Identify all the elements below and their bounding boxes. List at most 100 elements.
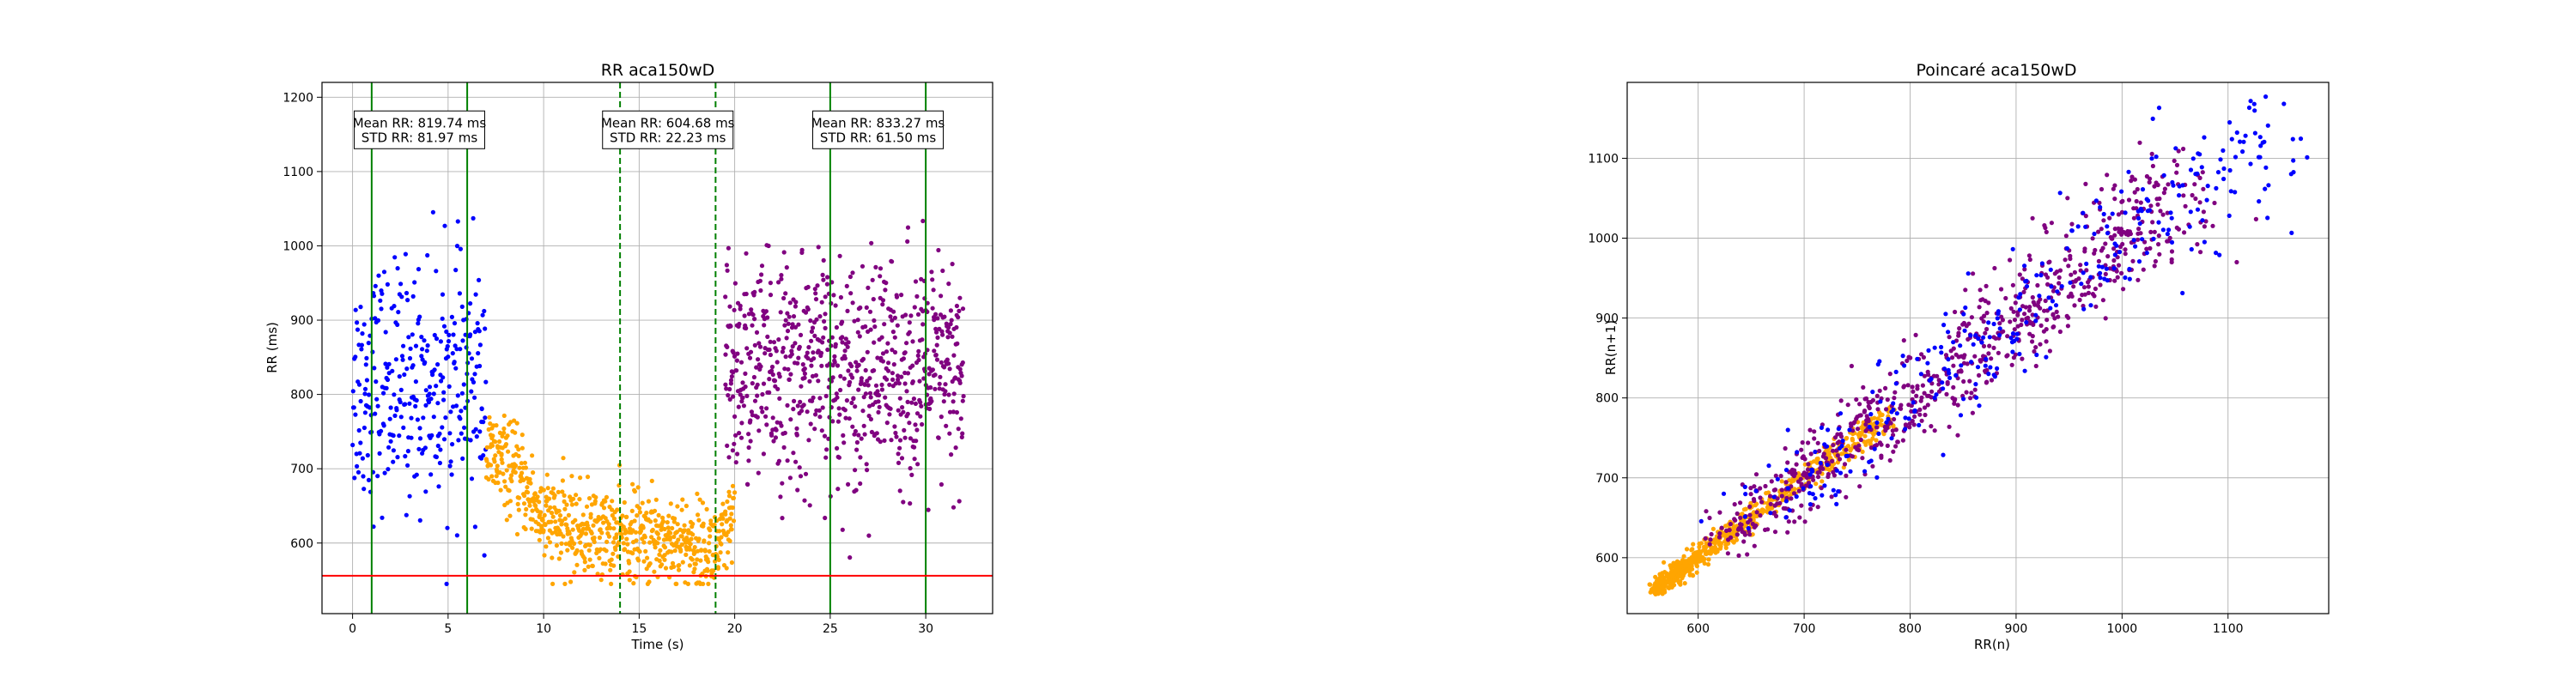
rr-point-series-0 (422, 360, 428, 365)
poincare-point-series-1 (2152, 184, 2157, 189)
poincare-point-series-1 (1704, 509, 1709, 514)
poincare-point-series-1 (1708, 537, 1713, 542)
rr-point-series-0 (440, 316, 445, 321)
poincare-point-series-0 (1811, 459, 1816, 464)
poincare-point-series-2 (2145, 209, 2150, 214)
rr-point-series-2 (896, 451, 901, 457)
rr-point-series-0 (451, 332, 456, 337)
poincare-point-series-2 (1833, 493, 1838, 498)
rr-point-series-1 (680, 560, 685, 565)
rr-point-series-2 (752, 317, 757, 322)
rr-point-series-2 (728, 378, 734, 383)
rr-point-series-1 (484, 458, 489, 463)
rr-point-series-2 (912, 445, 917, 450)
poincare-point-series-2 (2111, 266, 2117, 271)
rr-point-series-2 (908, 501, 913, 506)
rr-point-series-1 (493, 453, 498, 458)
poincare-point-series-1 (2138, 200, 2143, 205)
poincare-point-series-2 (1819, 425, 1824, 430)
rr-point-series-0 (379, 306, 384, 312)
rr-point-series-1 (610, 512, 615, 518)
rr-point-series-2 (893, 381, 898, 386)
poincare-y-tick-label: 900 (1595, 312, 1619, 326)
poincare-point-series-1 (1911, 422, 1917, 427)
rr-point-series-1 (659, 562, 665, 567)
rr-point-series-2 (748, 349, 754, 354)
rr-point-series-2 (907, 330, 912, 335)
poincare-point-series-2 (2079, 281, 2084, 287)
rr-point-series-0 (380, 291, 385, 296)
rr-point-series-2 (726, 393, 731, 398)
poincare-point-series-1 (1763, 527, 1768, 533)
rr-point-series-1 (537, 537, 542, 542)
poincare-point-series-1 (1851, 421, 1856, 426)
poincare-point-series-1 (1936, 378, 1941, 383)
poincare-point-series-1 (1950, 355, 1955, 360)
rr-point-series-0 (375, 403, 380, 409)
rr-point-series-2 (741, 403, 747, 409)
rr-point-series-2 (817, 314, 823, 319)
poincare-point-series-1 (1986, 351, 1991, 356)
rr-point-series-0 (414, 472, 419, 477)
poincare-point-series-1 (1745, 552, 1750, 557)
rr-point-series-2 (802, 375, 807, 380)
poincare-point-series-0 (1655, 578, 1660, 584)
poincare-point-series-2 (1834, 501, 1839, 507)
rr-point-series-1 (605, 539, 610, 545)
rr-point-series-1 (521, 477, 526, 483)
rr-point-series-2 (951, 353, 957, 358)
poincare-point-series-2 (2105, 231, 2111, 236)
poincare-point-series-2 (1862, 469, 1868, 474)
rr-point-series-0 (422, 338, 427, 343)
rr-point-series-2 (895, 323, 900, 328)
poincare-point-series-2 (1867, 424, 1872, 429)
rr-point-series-2 (876, 399, 881, 404)
rr-point-series-0 (426, 400, 432, 405)
rr-point-series-2 (901, 409, 906, 415)
poincare-point-series-2 (2024, 284, 2030, 289)
rr-point-series-0 (437, 460, 442, 466)
poincare-point-series-1 (1923, 412, 1928, 418)
poincare-point-series-2 (1915, 356, 1920, 361)
rr-point-series-2 (860, 356, 866, 361)
rr-point-series-1 (538, 510, 544, 515)
poincare-point-series-1 (1823, 456, 1829, 461)
rr-point-series-2 (868, 327, 873, 332)
rr-point-series-0 (380, 515, 385, 520)
rr-point-series-0 (444, 329, 449, 335)
poincare-point-series-1 (1783, 445, 1788, 451)
poincare-point-series-2 (1891, 401, 1896, 406)
rr-point-series-2 (940, 332, 945, 337)
rr-point-series-1 (638, 529, 644, 534)
poincare-point-series-1 (2167, 235, 2172, 240)
rr-point-series-1 (697, 497, 702, 502)
rr-point-series-2 (883, 395, 888, 400)
poincare-point-series-2 (2227, 213, 2232, 218)
rr-point-series-2 (914, 411, 920, 416)
poincare-point-series-0 (1870, 436, 1875, 441)
rr-point-series-1 (729, 560, 735, 566)
rr-point-series-1 (660, 515, 665, 521)
rr-point-series-2 (847, 416, 852, 421)
poincare-point-series-1 (2083, 181, 2088, 186)
rr-point-series-1 (633, 530, 639, 535)
rr-point-series-0 (402, 372, 407, 378)
poincare-point-series-1 (2157, 196, 2162, 202)
poincare-point-series-1 (1800, 440, 1805, 445)
poincare-point-series-2 (2034, 352, 2039, 358)
poincare-point-series-2 (2053, 303, 2059, 308)
poincare-point-series-1 (1747, 532, 1753, 537)
rr-point-series-1 (561, 456, 566, 461)
rr-point-series-2 (902, 435, 908, 440)
poincare-point-series-1 (1703, 536, 1708, 542)
rr-point-series-2 (744, 325, 749, 331)
rr-point-series-0 (455, 219, 460, 224)
rr-point-series-2 (732, 281, 738, 286)
poincare-point-series-2 (2199, 165, 2204, 170)
rr-point-series-2 (795, 360, 800, 366)
rr-point-series-0 (434, 336, 440, 342)
poincare-point-series-2 (2049, 284, 2054, 289)
poincare-point-series-1 (1919, 352, 1924, 357)
rr-point-series-2 (823, 515, 828, 521)
